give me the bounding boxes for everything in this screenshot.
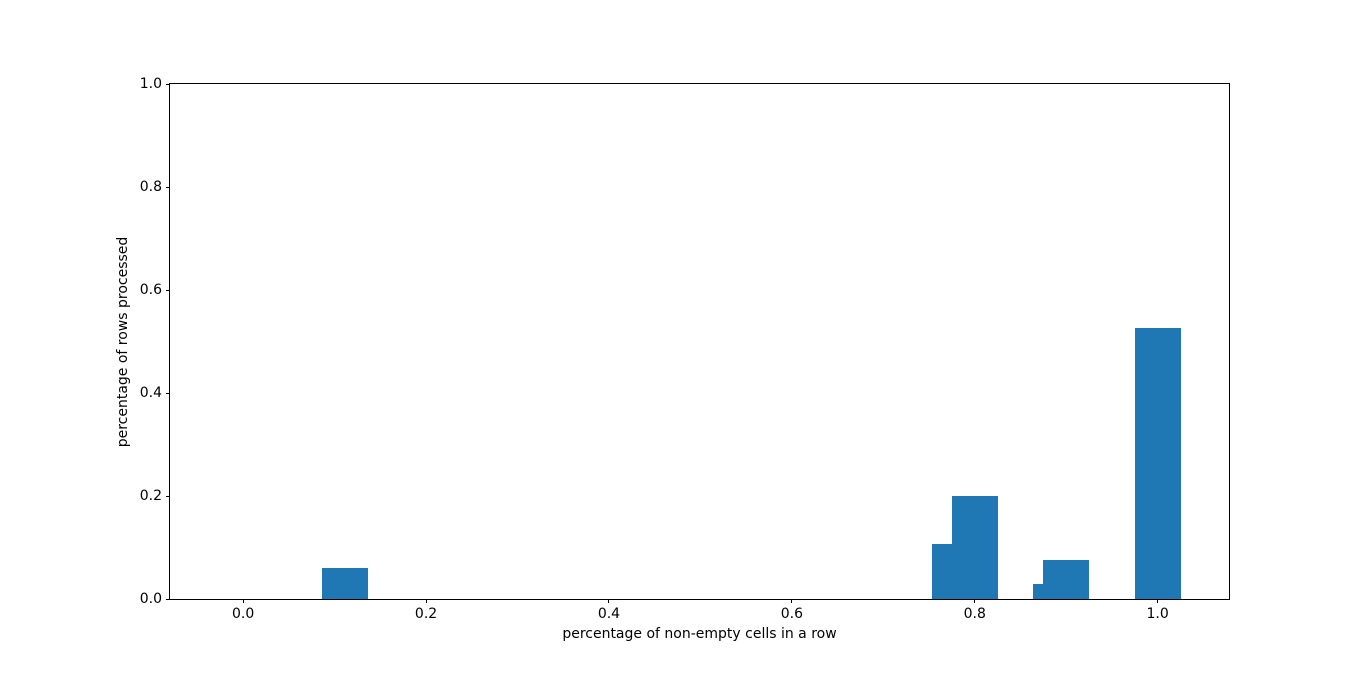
x-axis-tick: [608, 599, 610, 603]
y-axis-tick: [166, 495, 170, 497]
y-axis-tick: [166, 392, 170, 394]
y-axis-tick-label: 1.0: [139, 76, 162, 92]
x-axis-tick-label: 0.6: [780, 606, 803, 622]
x-axis-tick-label: 0.0: [232, 606, 255, 622]
x-axis-tick: [791, 599, 793, 603]
x-axis-tick-label: 0.2: [414, 606, 438, 622]
y-axis-tick-label: 0.4: [139, 385, 162, 401]
y-axis-label: percentage of rows processed: [115, 236, 131, 448]
y-axis-tick-label: 0.6: [139, 282, 162, 298]
y-axis-tick: [166, 83, 170, 85]
bar: [951, 496, 998, 599]
y-axis-tick-label: 0.8: [139, 179, 162, 195]
y-axis-tick: [166, 186, 170, 188]
bar: [321, 568, 368, 599]
x-axis-tick: [242, 599, 244, 603]
plot-area: 0.0 0.2 0.4 0.6 0.8 1.0 0.0 0.2 0.4 0.6 0.8 1.0: [140, 76, 1230, 622]
x-axis-label: percentage of non-empty cells in a row: [562, 626, 837, 642]
y-axis-tick-label: 0.2: [139, 488, 162, 504]
bar: [1043, 559, 1090, 599]
x-axis-tick: [974, 599, 976, 603]
x-axis-tick: [1157, 599, 1159, 603]
bar: [1134, 327, 1181, 599]
x-axis-tick: [425, 599, 427, 603]
x-axis-tick-label: 0.4: [597, 606, 621, 622]
x-axis-tick-label: 0.8: [963, 606, 986, 622]
y-axis-tick: [166, 289, 170, 291]
y-axis-tick: [166, 598, 170, 600]
x-axis-tick-label: 1.0: [1146, 606, 1169, 622]
y-axis-tick-label: 0.0: [139, 591, 162, 607]
